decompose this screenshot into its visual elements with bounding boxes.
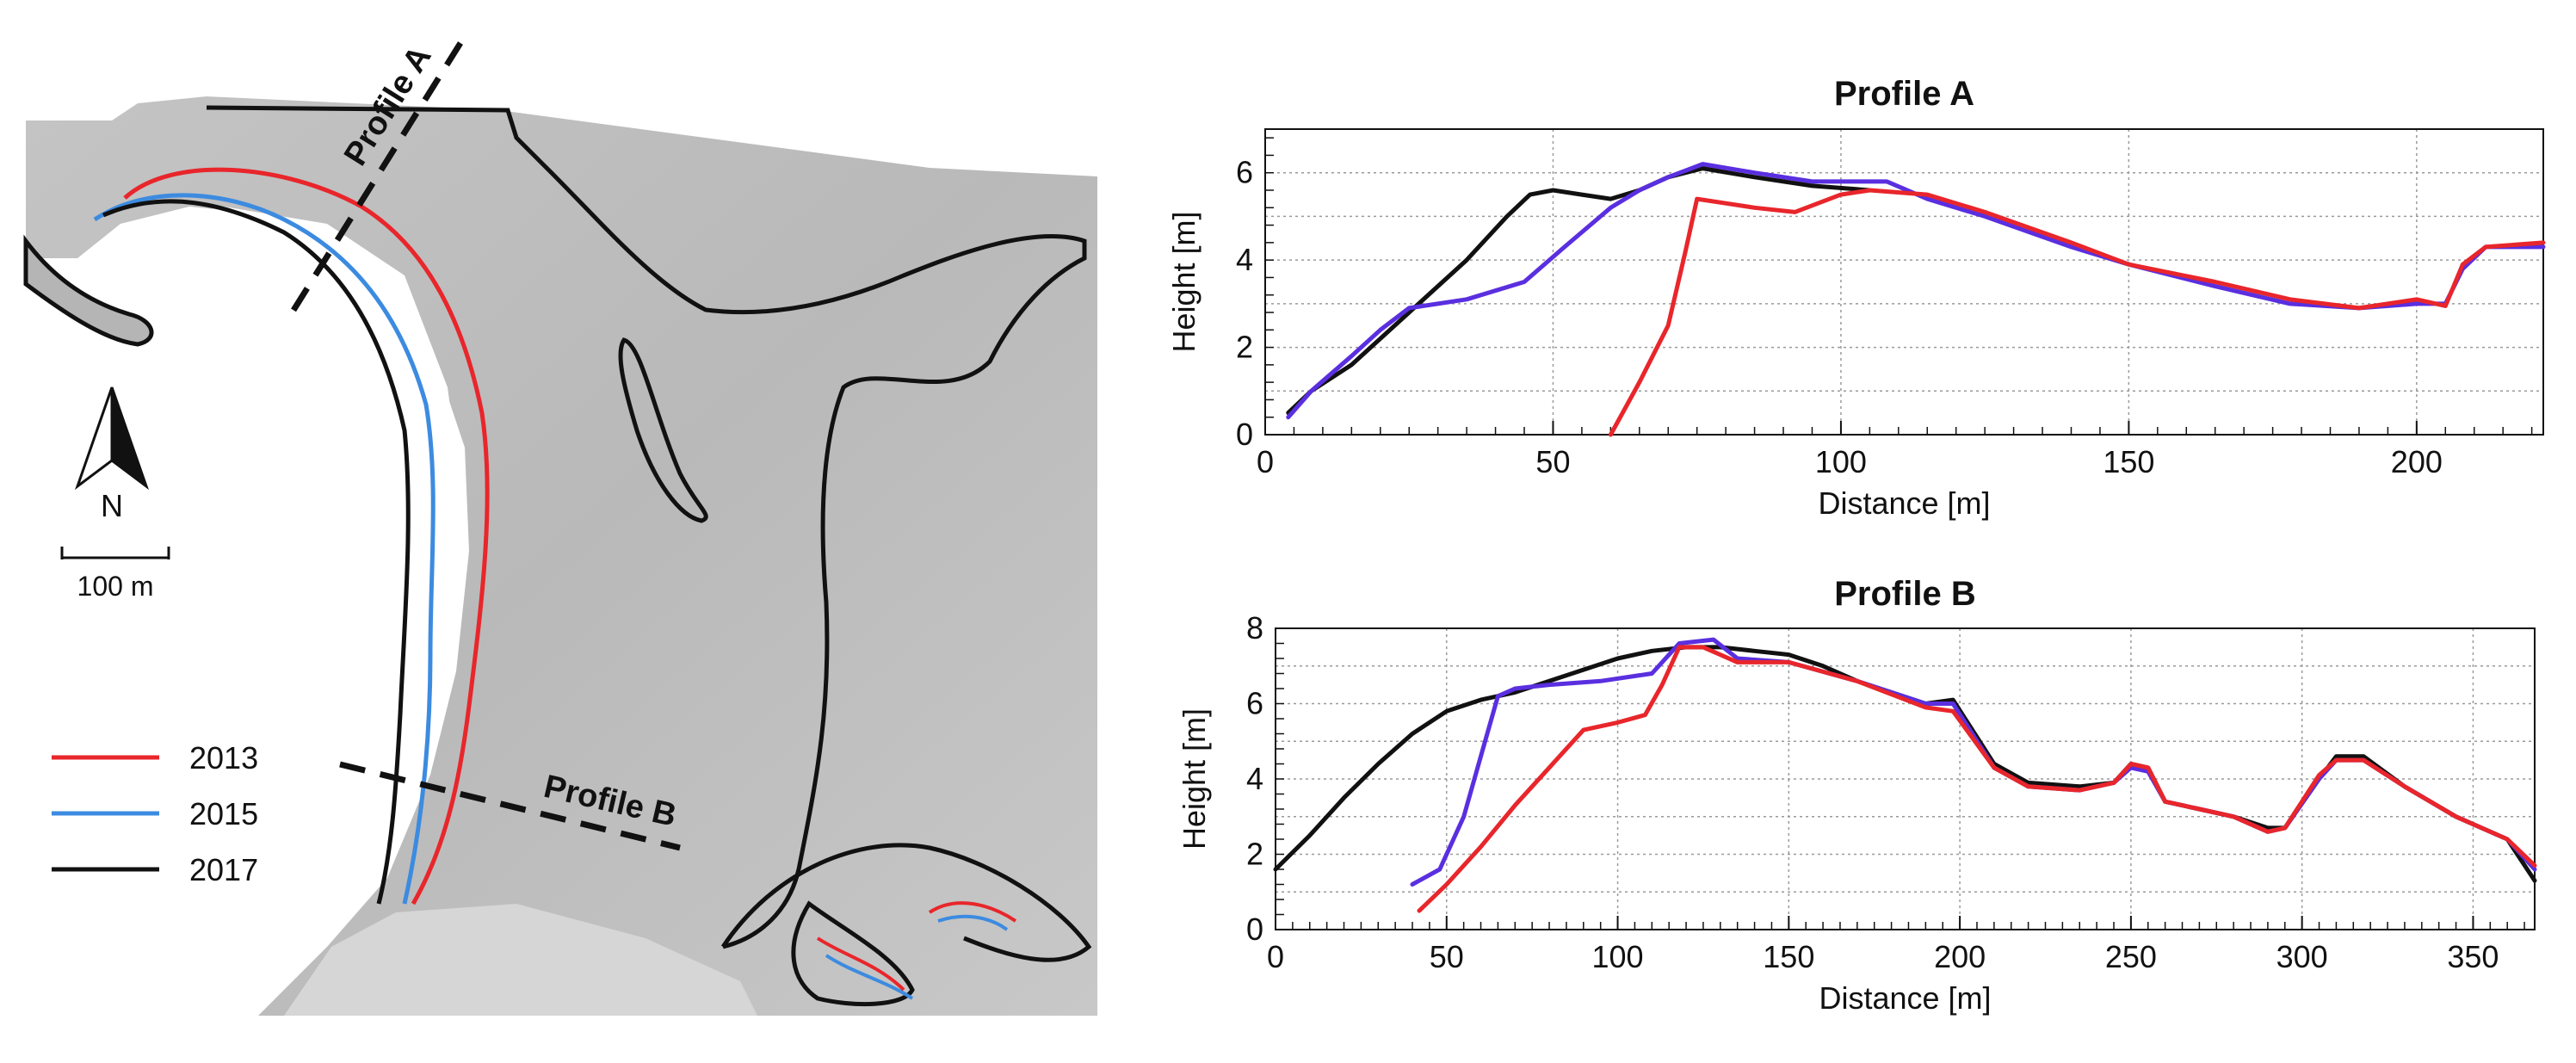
scale-bar xyxy=(60,547,170,559)
east-lobe-outline xyxy=(720,843,1092,1007)
profile-b-line xyxy=(339,761,681,851)
profile-b-y-tick-label: 6 xyxy=(1246,686,1263,721)
east-lobe-2015 xyxy=(825,914,1009,1000)
profile-a-y-tick-label: 4 xyxy=(1236,242,1253,277)
legend-label-2013: 2013 xyxy=(189,740,258,776)
profile-a-y-tick-label: 0 xyxy=(1236,417,1253,452)
spit-west-outline xyxy=(23,234,154,347)
map-panel: Profile A Profile B N 100 m 2013 2015 20… xyxy=(0,0,1110,1059)
profile-b-ylabel: Height [m] xyxy=(1177,708,1212,850)
profile-b-x-tick-label: 200 xyxy=(1934,939,1986,974)
legend: 2013 2015 2017 xyxy=(52,740,258,887)
profile-a-title: Profile A xyxy=(1834,75,1974,113)
chart-panel: 0 50 100 150 200 0 2 4 6 Profile A Distance [m] Hei… xyxy=(1119,0,2576,1059)
profile-a-series-2017 xyxy=(1286,166,1872,416)
profile-a-xlabel: Distance [m] xyxy=(1818,485,1990,521)
beach-area xyxy=(284,904,757,1016)
profile-b-x-tick-label: 100 xyxy=(1592,939,1644,974)
profile-a-series-2013 xyxy=(1608,188,2546,437)
shoreline-2013 xyxy=(123,167,490,905)
profile-b-title: Profile B xyxy=(1834,575,1975,613)
profile-b-x-tick-label: 50 xyxy=(1430,939,1464,974)
north-arrow-icon xyxy=(74,386,150,491)
profile-a-x-tick-label: 0 xyxy=(1257,444,1274,479)
profile-a-y-tick-label: 2 xyxy=(1236,330,1253,365)
legend-label-2015: 2015 xyxy=(189,796,258,831)
profile-a-y-tick-label: 6 xyxy=(1236,155,1253,190)
profile-a-line xyxy=(286,41,463,320)
profile-b-x-tick-label: 0 xyxy=(1267,939,1284,974)
profile-a-ylabel: Height [m] xyxy=(1166,211,1202,352)
profile-a-plot-frame xyxy=(1264,128,2544,436)
shoreline-2015 xyxy=(93,193,436,905)
profile-b-series-2017 xyxy=(1273,645,2537,883)
profile-b-series-2013 xyxy=(1417,645,2537,913)
profile-a-series-2015 xyxy=(1286,162,2546,420)
profile-b-x-tick-label: 300 xyxy=(2276,939,2328,974)
profile-a-x-tick-label: 150 xyxy=(2103,444,2154,479)
profile-b-xlabel: Distance [m] xyxy=(1819,980,1991,1016)
profile-b-x-tick-label: 150 xyxy=(1763,939,1814,974)
profile-b-x-tick-label: 250 xyxy=(2105,939,2157,974)
profile-b-y-tick-label: 2 xyxy=(1246,837,1263,872)
profile-a-x-tick-label: 200 xyxy=(2391,444,2443,479)
profile-b-y-tick-label: 0 xyxy=(1246,912,1263,947)
scale-label: 100 m xyxy=(77,571,154,602)
terrain-area xyxy=(26,96,1097,1016)
north-label: N xyxy=(101,488,123,523)
profile-a-x-tick-label: 100 xyxy=(1815,444,1867,479)
map-svg: Profile A Profile B N 100 m 2013 2015 20… xyxy=(0,40,1097,1016)
profile-a-x-tick-label: 50 xyxy=(1535,444,1570,479)
profile-b-y-tick-label: 4 xyxy=(1246,761,1263,796)
profile-b-y-tick-label: 8 xyxy=(1246,610,1263,646)
shoreline-2017 xyxy=(102,105,1087,949)
island-outline xyxy=(618,337,708,523)
legend-label-2017: 2017 xyxy=(189,852,258,887)
profile-b-x-tick-label: 350 xyxy=(2447,939,2499,974)
east-lobe-2013 xyxy=(816,901,1017,992)
